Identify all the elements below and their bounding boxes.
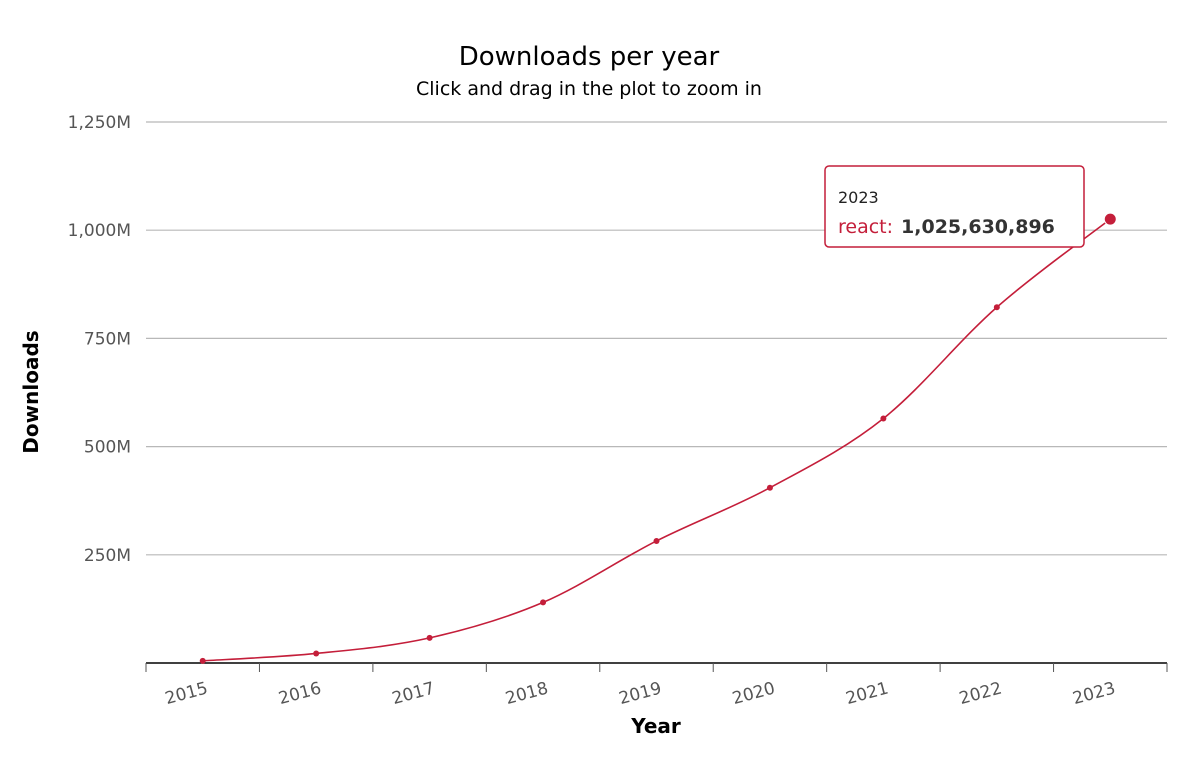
chart-subtitle: Click and drag in the plot to zoom in <box>416 78 762 100</box>
x-tick-label-2017: 2017 <box>390 679 437 710</box>
series-line-react[interactable] <box>202 218 1111 662</box>
y-axis-label: Downloads <box>19 330 43 453</box>
x-tick-label-2023: 2023 <box>1071 679 1118 710</box>
tooltip-value: 1,025,630,896 <box>901 216 1055 238</box>
y-tick-label-0: 250M <box>84 546 131 566</box>
tooltip-category: 2023 <box>838 188 879 207</box>
x-axis-label: Year <box>630 714 681 738</box>
x-tick-label-2016: 2016 <box>276 679 323 710</box>
tooltip: 2023 react: 1,025,630,896 <box>824 165 1085 248</box>
y-tick-label-2: 750M <box>84 329 131 349</box>
tooltip-series-name: react <box>838 216 887 238</box>
data-point-2018[interactable] <box>540 599 547 606</box>
x-tick-label-2022: 2022 <box>957 679 1004 710</box>
chart-title: Downloads per year <box>459 42 720 72</box>
y-tick-label-3: 1,000M <box>68 221 131 241</box>
data-point-2016[interactable] <box>313 650 320 657</box>
data-point-2020[interactable] <box>766 484 773 491</box>
data-point-2022[interactable] <box>993 304 1000 311</box>
y-tick-label-4: 1,250M <box>68 113 131 133</box>
x-tick-label-2015: 2015 <box>163 679 210 710</box>
data-point-2023[interactable] <box>1103 212 1117 226</box>
x-axis-ticks: 2015 2016 2017 2018 2019 2020 2021 2022 2023 <box>145 663 1168 710</box>
x-tick-label-2021: 2021 <box>844 679 891 710</box>
y-tick-label-1: 500M <box>84 438 131 458</box>
data-point-2019[interactable] <box>653 537 660 544</box>
y-axis-ticks: 250M 500M 750M 1,000M 1,250M <box>68 113 131 566</box>
tooltip-separator: : <box>887 216 893 238</box>
x-tick-label-2019: 2019 <box>617 679 664 710</box>
x-tick-label-2018: 2018 <box>503 679 550 710</box>
series-react[interactable] <box>199 212 1117 664</box>
data-point-2015[interactable] <box>199 657 206 664</box>
data-point-2017[interactable] <box>426 634 433 641</box>
tooltip-value-line: react: 1,025,630,896 <box>838 216 1055 238</box>
data-point-2021[interactable] <box>880 415 887 422</box>
tooltip-box <box>824 165 1085 248</box>
x-tick-label-2020: 2020 <box>730 679 777 710</box>
